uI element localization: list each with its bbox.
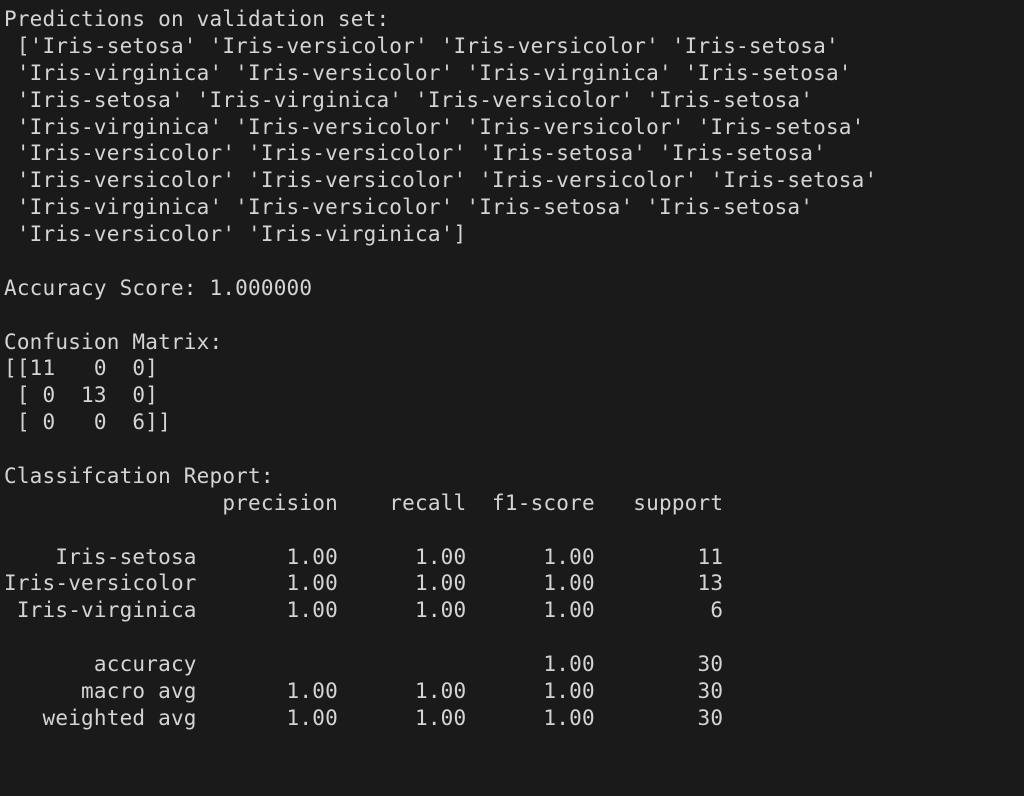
terminal-output: Predictions on validation set: ['Iris-se… bbox=[0, 0, 1024, 738]
